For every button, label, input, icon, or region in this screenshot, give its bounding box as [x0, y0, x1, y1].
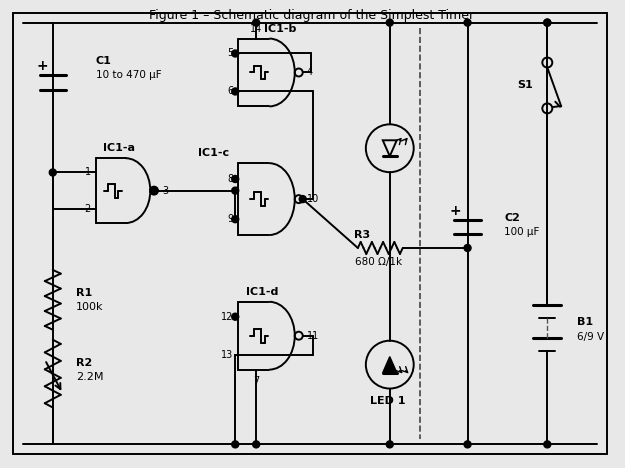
Circle shape: [544, 441, 551, 448]
Text: 10 to 470 μF: 10 to 470 μF: [96, 71, 161, 80]
Text: 5: 5: [227, 49, 233, 58]
Circle shape: [464, 19, 471, 26]
Circle shape: [232, 176, 239, 183]
Text: 14: 14: [250, 23, 262, 34]
Text: +: +: [450, 204, 461, 218]
Text: 100k: 100k: [76, 302, 103, 312]
Circle shape: [386, 441, 393, 448]
Text: R2: R2: [76, 358, 92, 368]
Circle shape: [232, 313, 239, 320]
Text: 13: 13: [221, 350, 233, 360]
Circle shape: [232, 216, 239, 223]
Text: 2: 2: [84, 204, 91, 214]
Text: R1: R1: [76, 288, 92, 298]
Circle shape: [386, 19, 393, 26]
Circle shape: [151, 187, 158, 194]
Circle shape: [299, 196, 306, 203]
Polygon shape: [382, 357, 397, 373]
Text: 9: 9: [227, 214, 233, 224]
Text: 12: 12: [221, 312, 233, 322]
Text: 8: 8: [227, 174, 233, 184]
Text: Figure 1 – Schematic diagram of the Simplest Timer: Figure 1 – Schematic diagram of the Simp…: [149, 9, 474, 22]
Text: 100 μF: 100 μF: [504, 227, 540, 237]
Text: 11: 11: [307, 331, 319, 341]
Text: IC1-c: IC1-c: [198, 148, 229, 158]
Circle shape: [253, 19, 259, 26]
Circle shape: [253, 441, 259, 448]
Text: 1: 1: [84, 168, 91, 177]
Text: C2: C2: [504, 213, 520, 223]
Text: 680 Ω/1k: 680 Ω/1k: [355, 257, 402, 267]
Text: R3: R3: [354, 230, 370, 240]
Text: IC1-b: IC1-b: [264, 23, 296, 34]
Circle shape: [544, 19, 551, 26]
Text: LED 1: LED 1: [370, 395, 406, 405]
Text: 10: 10: [307, 194, 319, 204]
Circle shape: [232, 441, 239, 448]
Circle shape: [232, 187, 239, 194]
Text: 4: 4: [307, 67, 313, 78]
Text: 7: 7: [253, 375, 259, 386]
Text: +: +: [37, 59, 49, 73]
Circle shape: [464, 441, 471, 448]
Text: B1: B1: [578, 317, 593, 327]
Circle shape: [544, 19, 551, 26]
Text: S1: S1: [518, 80, 533, 90]
Circle shape: [232, 88, 239, 95]
Text: 6: 6: [227, 87, 233, 96]
Circle shape: [49, 169, 56, 176]
Text: 2.2M: 2.2M: [76, 372, 103, 381]
Text: 3: 3: [162, 186, 168, 196]
Text: 6/9 V: 6/9 V: [578, 332, 604, 342]
Text: IC1-a: IC1-a: [102, 143, 135, 153]
Text: C1: C1: [96, 56, 111, 66]
Text: IC1-d: IC1-d: [246, 287, 278, 297]
Circle shape: [464, 244, 471, 251]
Circle shape: [232, 50, 239, 57]
